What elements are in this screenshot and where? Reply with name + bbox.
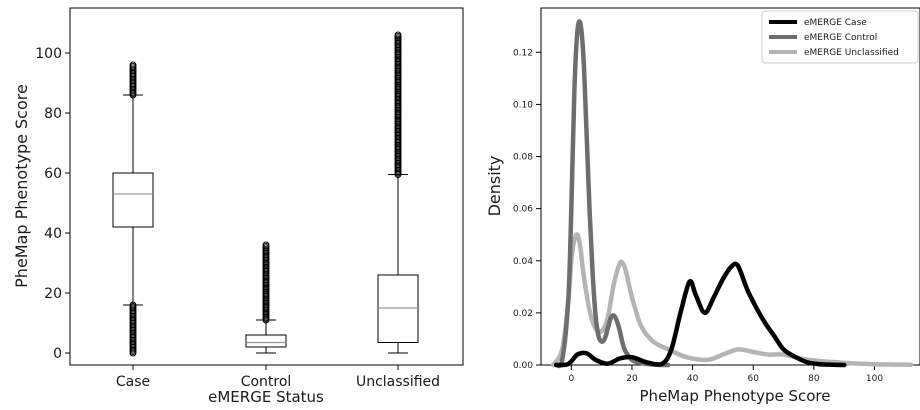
legend-label-case: eMERGE Case <box>804 18 867 28</box>
density-legend: eMERGE Case eMERGE Control eMERGE Unclas… <box>761 10 919 64</box>
density-y-tick-label: 0.06 <box>513 205 533 215</box>
density-x-tick-label: 40 <box>687 374 699 384</box>
density-x-tick-label: 60 <box>748 374 760 384</box>
density-line-emerge-control <box>553 19 671 369</box>
density-lines <box>550 19 914 369</box>
box-y-tick-label: 20 <box>44 286 62 302</box>
box-y-tick-label: 40 <box>44 226 62 242</box>
box-plot-panel: 0 20 40 60 80 100 Case Control Unclassified eME… <box>12 7 464 406</box>
box-x-axis-title: eMERGE Status <box>208 388 324 406</box>
density-line-emerge-unclassified <box>550 232 914 368</box>
density-y-axis-title: Density <box>485 156 504 217</box>
box-iqr-rect <box>112 172 154 228</box>
legend-label-unclassified: eMERGE Unclassified <box>804 48 899 58</box>
density-y-tick-label: 0.10 <box>513 100 533 110</box>
box-y-tick-label: 0 <box>53 346 62 362</box>
box-outlier-point <box>262 241 270 249</box>
box-iqr-rect <box>377 274 419 343</box>
density-y-tick-label: 0.08 <box>513 153 533 163</box>
density-x-tick-label: 0 <box>568 374 574 384</box>
box-y-ticks: 0 20 40 60 80 100 <box>35 46 70 362</box>
legend-box <box>761 10 919 64</box>
density-x-tick-label: 100 <box>866 374 883 384</box>
box-case <box>112 61 154 357</box>
density-y-tick-label: 0.00 <box>513 361 533 371</box>
density-line-emerge-case <box>553 261 847 368</box>
box-y-tick-label: 80 <box>44 106 62 122</box>
box-iqr-rect <box>245 334 287 348</box>
box-x-tick-label: Control <box>241 374 292 390</box>
density-y-tick-label: 0.02 <box>513 309 533 319</box>
box-unclassified <box>377 31 419 354</box>
box-control <box>245 241 287 354</box>
legend-label-control: eMERGE Control <box>804 33 877 43</box>
box-x-ticks: Case Control Unclassified <box>116 365 440 390</box>
box-outlier-point <box>129 61 137 69</box>
density-plot-panel: 0.00 0.02 0.04 0.06 0.08 0.10 0.12 0 20 40 60 80 10… <box>485 7 920 405</box>
density-y-ticks: 0.00 0.02 0.04 0.06 0.08 0.10 0.12 <box>513 48 541 371</box>
box-y-axis-title: PheMap Phenotype Score <box>12 84 31 288</box>
box-y-tick-label: 60 <box>44 166 62 182</box>
box-x-tick-label: Unclassified <box>356 374 440 390</box>
density-y-tick-label: 0.04 <box>513 257 533 267</box>
density-x-tick-label: 80 <box>808 374 820 384</box>
box-y-tick-label: 100 <box>35 46 62 62</box>
density-x-ticks: 0 20 40 60 80 100 <box>568 365 883 384</box>
density-y-tick-label: 0.12 <box>513 48 533 58</box>
box-x-tick-label: Case <box>116 374 150 390</box>
density-x-tick-label: 20 <box>626 374 638 384</box>
box-outlier-point <box>394 31 402 39</box>
density-x-axis-title: PheMap Phenotype Score <box>640 387 831 405</box>
box-marks <box>112 31 419 357</box>
density-plot-frame <box>540 7 920 366</box>
